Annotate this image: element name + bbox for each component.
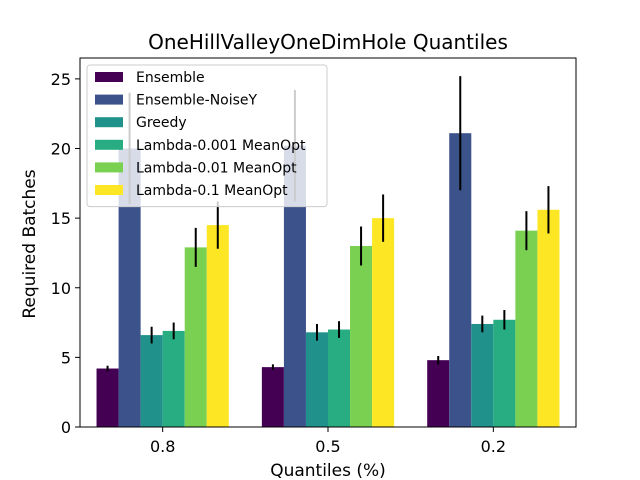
x-axis-ticks: 0.8 0.5 0.2 <box>150 427 506 456</box>
chart-title: OneHillValleyOneDimHole Quantiles <box>148 30 508 54</box>
bar <box>283 145 306 427</box>
bar <box>140 335 163 427</box>
y-tick-label: 5 <box>61 348 71 367</box>
bar <box>537 209 560 427</box>
legend-label: Ensemble-NoiseY <box>136 93 258 109</box>
y-axis-label: Required Batches <box>20 169 40 318</box>
bar <box>184 247 207 427</box>
legend: Ensemble Ensemble-NoiseY Greedy Lambda-0.00… <box>86 64 328 208</box>
legend-box <box>86 64 328 208</box>
legend-swatch <box>95 185 123 195</box>
legend-swatch <box>95 94 123 105</box>
legend-label: Lambda-0.01 MeanOpt <box>136 160 297 176</box>
y-tick-label: 20 <box>51 140 71 159</box>
y-tick-label: 15 <box>51 209 71 228</box>
y-tick-label: 0 <box>61 418 71 437</box>
legend-swatch <box>95 117 123 128</box>
bar <box>427 360 450 427</box>
legend-label: Lambda-0.1 MeanOpt <box>136 183 288 199</box>
bars-layer <box>96 133 560 428</box>
legend-label: Lambda-0.001 MeanOpt <box>136 138 306 154</box>
legend-label: Ensemble <box>136 70 205 86</box>
bar <box>206 225 229 427</box>
bar <box>261 367 284 427</box>
bar <box>493 319 516 427</box>
bar <box>372 218 395 427</box>
x-tick-label: 0.5 <box>315 437 340 456</box>
bar <box>471 323 494 427</box>
bar <box>162 330 185 427</box>
y-tick-label: 10 <box>51 279 71 298</box>
bar <box>118 148 141 427</box>
y-axis-ticks: 0 5 10 15 20 25 <box>51 70 80 437</box>
legend-swatch <box>95 139 123 150</box>
bar <box>515 230 538 427</box>
bar <box>96 368 119 427</box>
bar <box>350 245 373 427</box>
legend-swatch <box>95 72 123 82</box>
x-tick-label: 0.8 <box>150 437 175 456</box>
legend-label: Greedy <box>136 115 187 131</box>
bar <box>305 332 328 427</box>
y-tick-label: 25 <box>51 70 71 89</box>
x-axis-label: Quantiles (%) <box>270 461 386 480</box>
bar <box>328 329 351 427</box>
legend-swatch <box>95 162 123 173</box>
x-tick-label: 0.2 <box>481 437 506 456</box>
bar <box>449 133 472 428</box>
